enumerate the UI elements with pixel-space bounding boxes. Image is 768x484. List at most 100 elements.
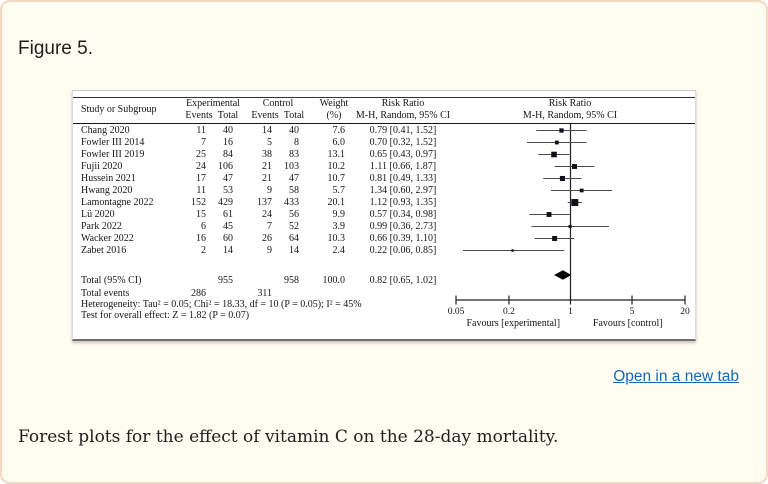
study-name: Lü 2020 xyxy=(81,208,115,220)
x-axis-tick-label: 20 xyxy=(680,307,690,317)
forest-plot-svg: 0.05 0.2 1 5 20 Favours [experimental] Favours… xyxy=(448,123,690,329)
heterogeneity-text: Heterogeneity: Tau² = 0.05; Chi² = 18.33… xyxy=(81,298,362,310)
value-weight: 10.3 xyxy=(327,232,346,244)
value-c_total: 83 xyxy=(289,148,299,160)
favours-control-label: Favours [control] xyxy=(593,318,663,329)
value-weight: 2.4 xyxy=(332,244,346,256)
figure-caption: Forest plots for the effect of vitamin C… xyxy=(18,427,559,447)
forest-table-rows: Chang 2020 11 40 14 40 7.6 0.79 [0.41, 1.52] Fo… xyxy=(73,91,695,339)
value-weight: 13.1 xyxy=(327,148,346,160)
value-weight: 5.7 xyxy=(332,184,346,196)
plot-header-risk-ratio: Risk Ratio xyxy=(548,98,592,109)
study-name: Park 2022 xyxy=(81,220,122,232)
study-name: Chang 2020 xyxy=(81,124,130,136)
value-e_total: 61 xyxy=(223,208,233,220)
table-row: Zabet 2016 2 14 9 14 2.4 0.22 [0.06, 0.85] xyxy=(73,245,695,257)
value-c_total: 58 xyxy=(289,184,299,196)
value-weight: 9.9 xyxy=(332,208,346,220)
value-weight: 20.1 xyxy=(327,196,346,208)
value-e_events: 15 xyxy=(196,208,206,220)
value-e_total: 60 xyxy=(223,232,233,244)
total-row: Total (95% CI) 955 958 100.0 0.82 [0.65, 1.0… xyxy=(73,275,695,287)
value-e_total: 53 xyxy=(223,184,233,196)
col-header-weight-pct: (%) xyxy=(326,110,342,121)
study-name: Zabet 2016 xyxy=(81,244,127,256)
value-c_total: 8 xyxy=(294,136,299,148)
total-events-label: Total events xyxy=(81,287,130,299)
value-e_events: 7 xyxy=(201,136,206,148)
effect-square xyxy=(579,188,584,193)
value-e_events: 24 xyxy=(196,160,206,172)
open-in-new-tab-link[interactable]: Open in a new tab xyxy=(613,368,739,385)
value-e_total: 429 xyxy=(218,196,233,208)
value-e_total: 45 xyxy=(223,220,233,232)
total-label: Total (95% CI) xyxy=(81,275,142,286)
forest-plot-figure[interactable]: Study or Subgroup Experimental Events To… xyxy=(72,90,696,341)
value-e_total: 84 xyxy=(223,148,233,160)
value-ci-label: 0.57 [0.34, 0.98] xyxy=(369,208,437,220)
value-ci-label: 1.34 [0.60, 2.97] xyxy=(369,184,437,196)
value-c_total: 103 xyxy=(284,160,299,172)
total-ctrl-total: 958 xyxy=(284,275,299,286)
study-name: Hwang 2020 xyxy=(81,184,133,196)
x-axis-tick-label: 1 xyxy=(568,307,573,317)
value-e_events: 25 xyxy=(196,148,206,160)
value-weight: 10.7 xyxy=(327,172,346,184)
value-c_total: 64 xyxy=(289,232,299,244)
value-c_events: 14 xyxy=(262,124,272,136)
value-c_events: 26 xyxy=(262,232,272,244)
value-e_events: 11 xyxy=(196,124,206,136)
x-axis-tick-label: 0.2 xyxy=(503,307,515,317)
value-e_events: 6 xyxy=(201,220,206,232)
value-e_total: 40 xyxy=(223,124,233,136)
effect-square xyxy=(554,140,559,145)
effect-square xyxy=(571,199,579,206)
value-e_total: 16 xyxy=(223,136,233,148)
value-ci-label: 0.81 [0.49, 1.33] xyxy=(369,172,437,184)
value-weight: 6.0 xyxy=(332,136,346,148)
value-c_total: 47 xyxy=(289,172,299,184)
col-header-study: Study or Subgroup xyxy=(81,104,157,115)
study-name: Hussein 2021 xyxy=(81,172,136,184)
col-header-ctrl-events: Events xyxy=(251,110,279,121)
table-row: Hussein 2021 17 47 21 47 10.7 0.81 [0.49, 1.33… xyxy=(73,173,695,185)
value-ci-label: 0.65 [0.43, 0.97] xyxy=(369,148,437,160)
total-events-exp: 286 xyxy=(191,287,206,299)
value-ci-label: 0.70 [0.32, 1.52] xyxy=(369,136,437,148)
effect-square xyxy=(551,151,557,158)
total-events-ctrl: 311 xyxy=(257,287,272,299)
table-row: Chang 2020 11 40 14 40 7.6 0.79 [0.41, 1.52] xyxy=(73,125,695,137)
study-name: Lamontagne 2022 xyxy=(81,196,154,208)
overall-effect-row: Test for overall effect: Z = 1.82 (P = 0… xyxy=(73,310,695,322)
study-name: Fujii 2020 xyxy=(81,160,123,172)
value-ci-label: 0.79 [0.41, 1.52] xyxy=(369,124,437,136)
total-events-row: Total events 286 311 xyxy=(73,288,695,300)
table-row: Fujii 2020 24 106 21 103 10.2 1.11 [0.66, 1.87… xyxy=(73,161,695,173)
total-exp-total: 955 xyxy=(218,275,233,286)
value-e_events: 2 xyxy=(201,244,206,256)
study-name: Fowler III 2014 xyxy=(81,136,145,148)
value-c_events: 24 xyxy=(262,208,272,220)
value-e_events: 11 xyxy=(196,184,206,196)
table-header-rule xyxy=(73,123,695,124)
table-row: Lamontagne 2022 152 429 137 433 20.1 1.12 [0.9… xyxy=(73,197,695,209)
value-e_events: 16 xyxy=(196,232,206,244)
col-header-ctrl-total: Total xyxy=(283,110,305,121)
plot-header-risk-ratio-method: M-H, Random, 95% CI xyxy=(522,110,618,121)
col-header-risk-ratio: Risk Ratio xyxy=(381,98,425,109)
effect-square xyxy=(559,175,565,182)
value-c_events: 21 xyxy=(262,172,272,184)
value-c_events: 38 xyxy=(262,148,272,160)
table-top-rule xyxy=(73,97,695,98)
value-c_events: 9 xyxy=(267,184,272,196)
study-name: Fowler III 2019 xyxy=(81,148,145,160)
col-header-risk-ratio-method: M-H, Random, 95% CI xyxy=(355,110,451,121)
value-c_events: 21 xyxy=(262,160,272,172)
value-e_events: 17 xyxy=(196,172,206,184)
value-ci-label: 1.11 [0.66, 1.87] xyxy=(369,160,437,172)
effect-square xyxy=(511,249,514,252)
col-header-exp-total: Total xyxy=(217,110,239,121)
table-row: Fowler III 2019 25 84 38 83 13.1 0.65 [0.43, 0… xyxy=(73,149,695,161)
col-header-weight: Weight xyxy=(319,98,349,109)
